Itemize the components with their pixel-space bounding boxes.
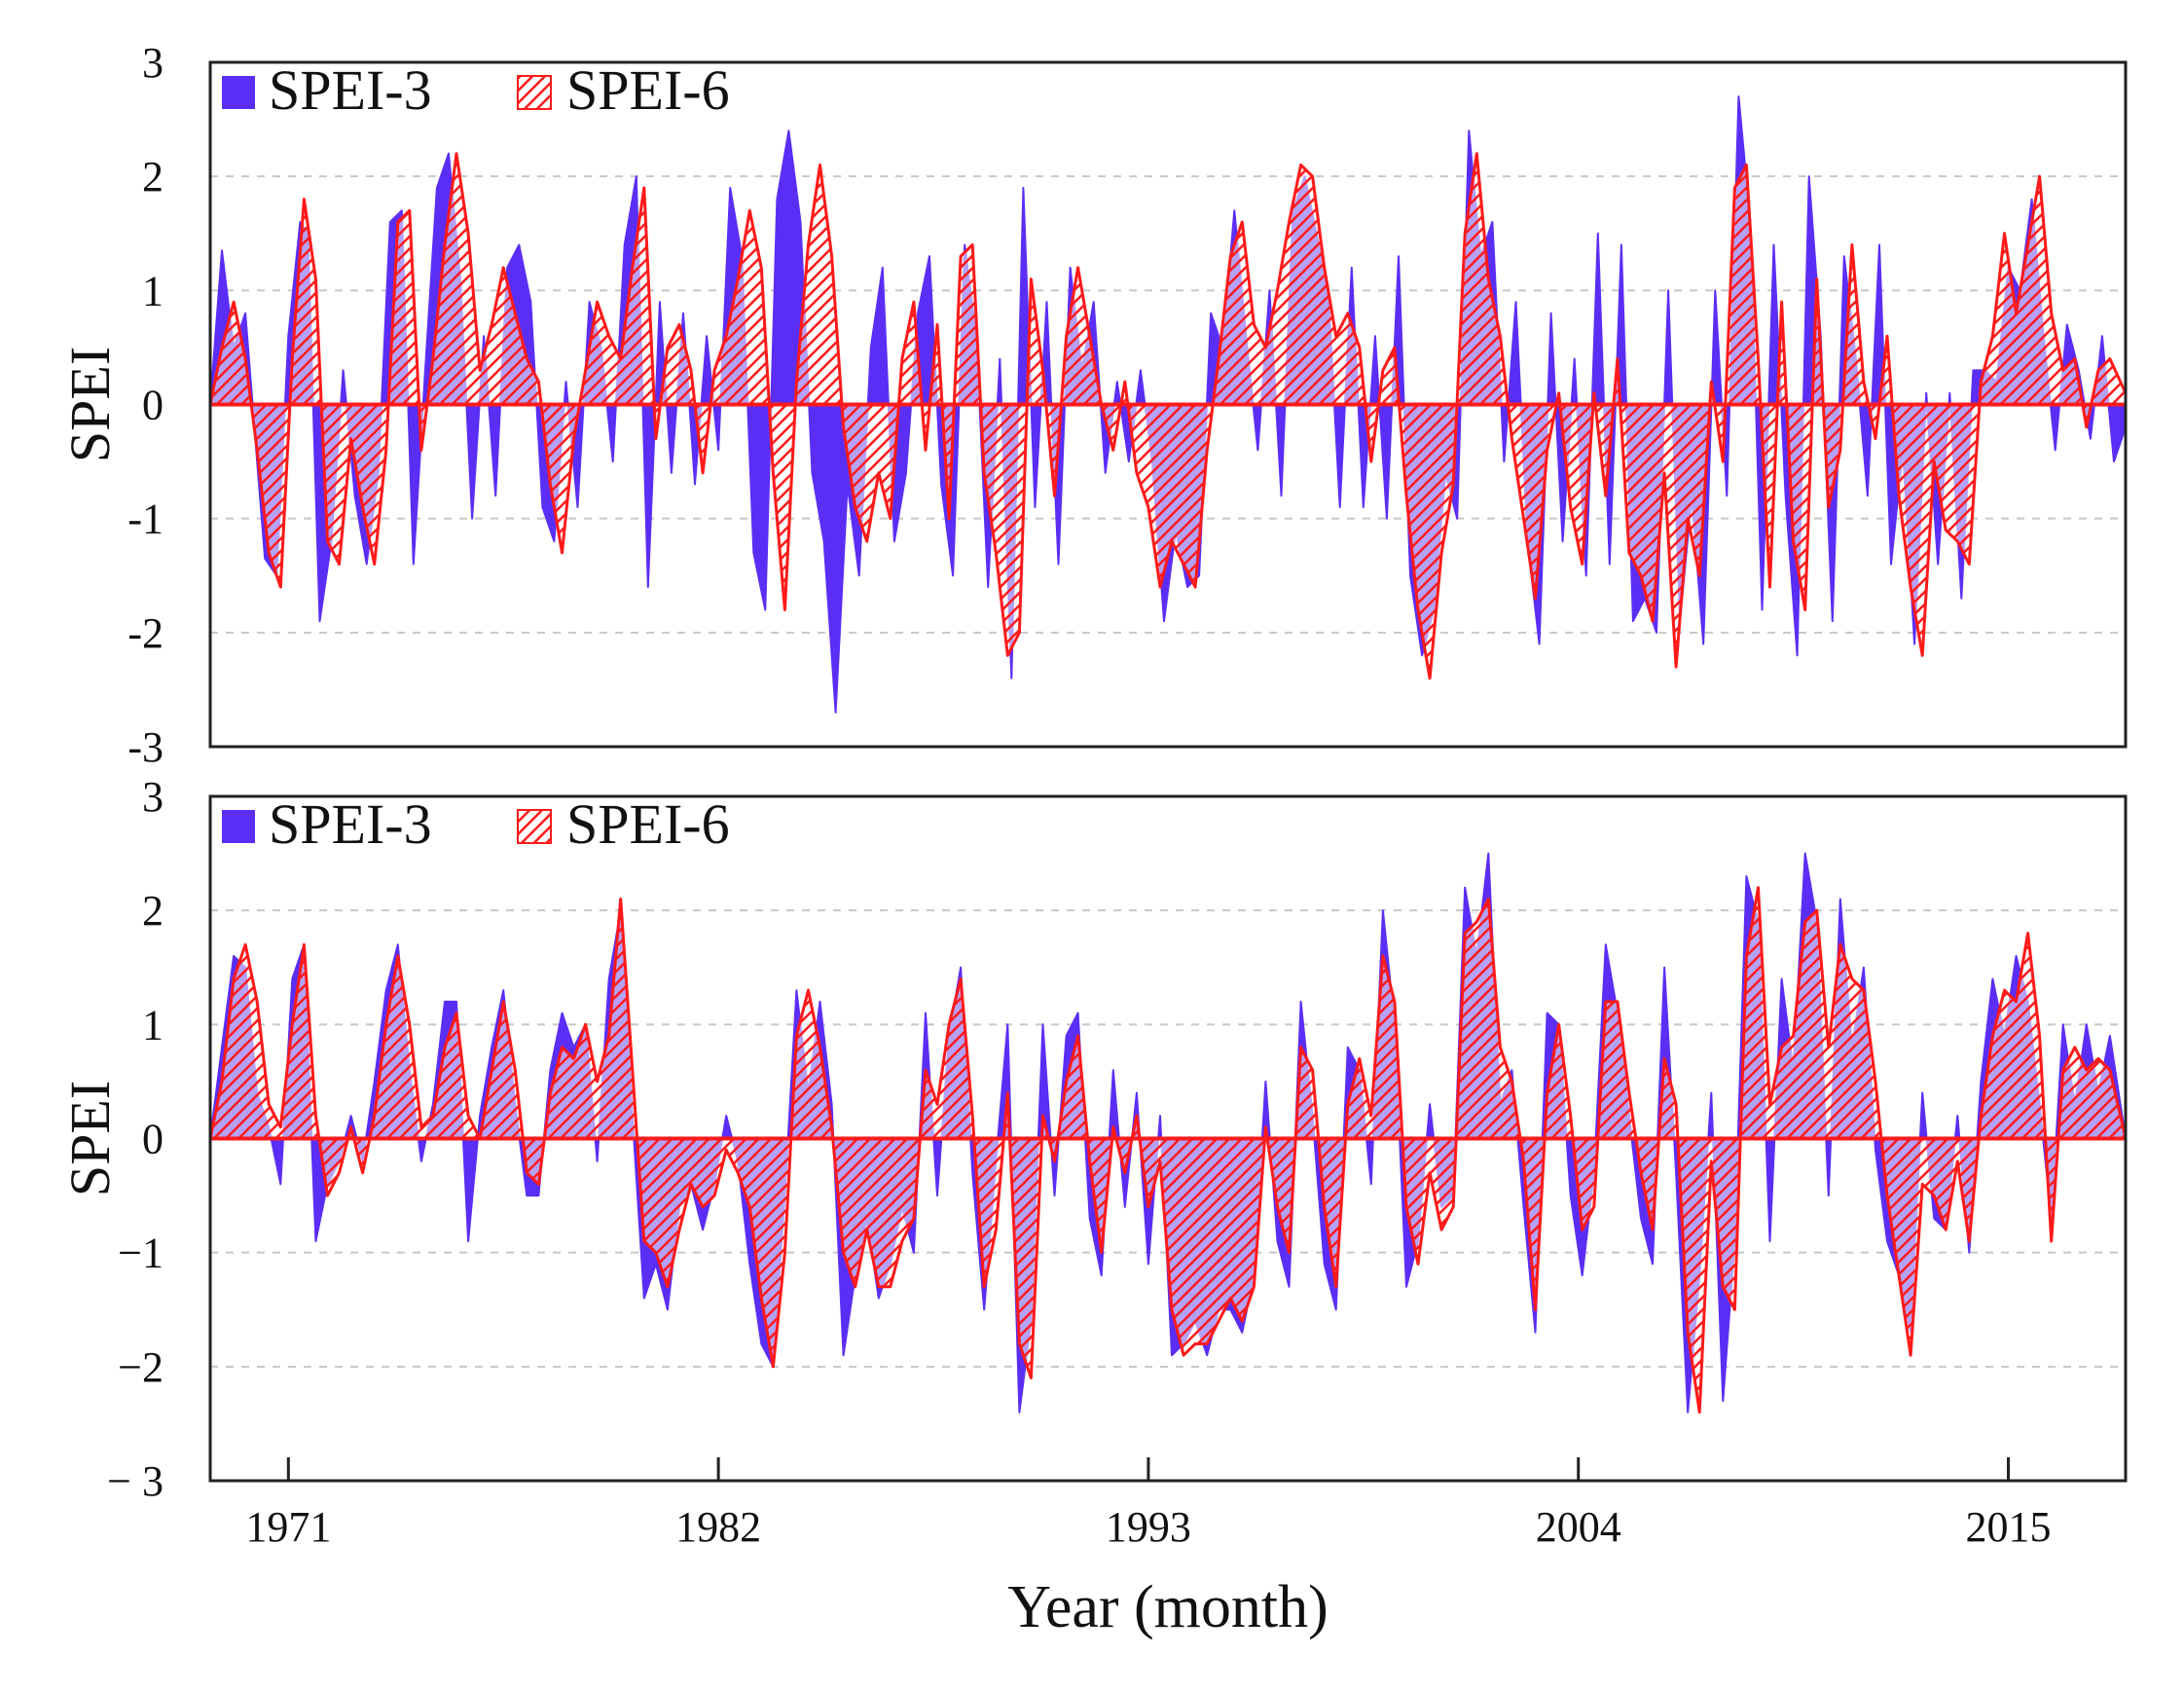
panel-bottom-xtick-label: 2004	[1536, 1503, 1621, 1551]
panel-top-ytick-label: -2	[127, 609, 164, 657]
panel-top-spei-6-area	[210, 152, 2126, 680]
panel-top-ytick-label: -1	[127, 496, 164, 543]
panel-bottom-ytick-label: 0	[142, 1116, 164, 1163]
panel-top-frame	[208, 60, 2128, 749]
panel-bottom-series-group	[210, 852, 2126, 1415]
panel-bottom-ylabel: SPEI	[58, 1081, 122, 1196]
legend-label-spei6: SPEI-6	[566, 792, 730, 856]
panel-top-ytick-label: 0	[142, 382, 164, 429]
panel-top: -3 -2 -1 0 1 2 3 SPEI SPEI-3 SPEI-6	[58, 39, 2128, 771]
panel-bottom-xtick-label: 2015	[1966, 1503, 2052, 1551]
legend-label-spei6: SPEI-6	[566, 58, 730, 122]
legend-swatch-spei3	[222, 810, 255, 843]
panel-bottom-xtick-label: 1993	[1106, 1503, 1191, 1551]
panel-bottom-ytick-label: 1	[142, 1001, 164, 1048]
legend-swatch-spei6	[517, 75, 552, 110]
legend-swatch-spei6	[517, 809, 552, 844]
legend-label-spei3: SPEI-3	[269, 58, 432, 122]
panel-bottom-ytick-label: −1	[118, 1230, 164, 1277]
panel-top-legend: SPEI-3 SPEI-6	[222, 58, 730, 122]
panel-bottom-xtick-label: 1971	[245, 1503, 331, 1551]
panel-bottom-legend: SPEI-3 SPEI-6	[222, 792, 730, 856]
panel-bottom: − 3 −2 −1 0 1 2 3 SPEI SPEI-3 SPEI-6 1971 1982 1993 2…	[58, 773, 2128, 1640]
panel-top-ytick-label: 2	[142, 153, 164, 201]
panel-bottom-ytick-label: 2	[142, 887, 164, 935]
panel-top-ytick-label: -3	[127, 723, 164, 771]
panel-bottom-ytick-label: 3	[142, 773, 164, 821]
panel-bottom-spei-6-area	[210, 886, 2126, 1415]
panel-bottom-ytick-label: − 3	[107, 1457, 164, 1505]
legend-swatch-spei3	[222, 76, 255, 109]
panel-bottom-frame	[208, 794, 2128, 1483]
panel-top-ylabel: SPEI	[58, 347, 122, 462]
panel-top-ytick-label: 1	[142, 267, 164, 314]
panel-bottom-ytick-label: −2	[118, 1343, 164, 1391]
panel-bottom-xlabel: Year (month)	[1007, 1574, 1329, 1640]
panel-top-ytick-label: 3	[142, 39, 164, 87]
panel-bottom-xtick-label: 1982	[675, 1503, 761, 1551]
legend-label-spei3: SPEI-3	[269, 792, 432, 856]
